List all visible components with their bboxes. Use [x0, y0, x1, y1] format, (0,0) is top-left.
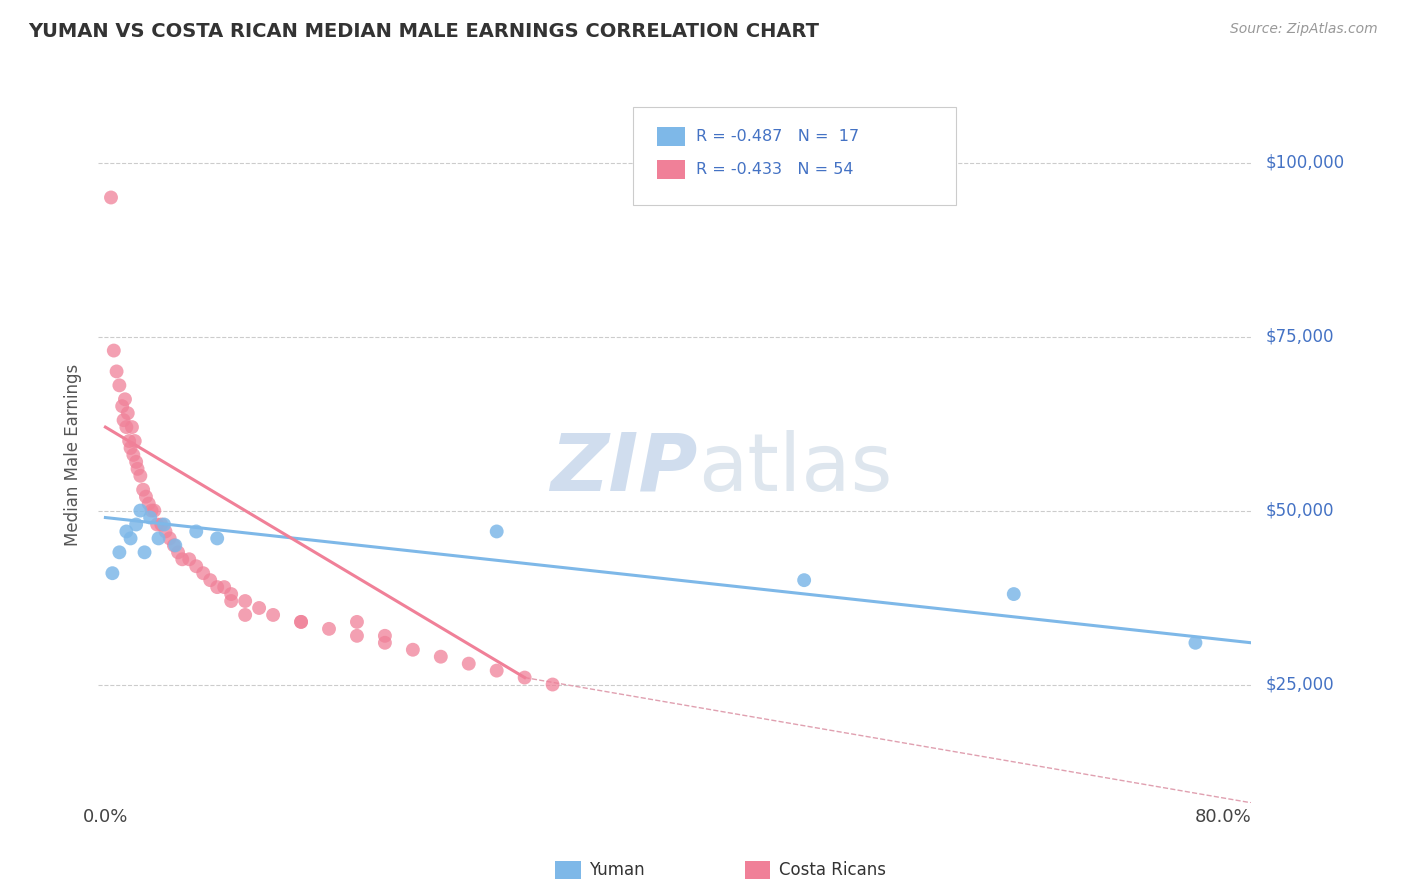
Point [153, 517, 176, 532]
Point [138, 497, 160, 511]
Point [179, 552, 201, 566]
Point [115, 524, 138, 539]
Point [111, 399, 134, 413]
Point [485, 524, 508, 539]
Point [205, 580, 228, 594]
Point [118, 434, 141, 448]
Point [346, 615, 368, 629]
Point [120, 441, 142, 455]
Text: R = -0.433   N = 54: R = -0.433 N = 54 [696, 162, 853, 177]
Point [233, 594, 256, 608]
Point [101, 566, 124, 581]
Point [141, 503, 163, 517]
Point [186, 559, 208, 574]
Text: $50,000: $50,000 [1265, 501, 1334, 519]
Text: atlas: atlas [697, 430, 893, 508]
Text: $100,000: $100,000 [1265, 153, 1344, 171]
Point [513, 671, 536, 685]
Point [105, 364, 128, 378]
Point [150, 517, 173, 532]
Point [541, 677, 564, 691]
Point [112, 413, 135, 427]
Point [374, 629, 396, 643]
Point [129, 503, 152, 517]
Text: R = -0.487   N =  17: R = -0.487 N = 17 [696, 129, 859, 144]
Point [167, 545, 190, 559]
Text: Costa Ricans: Costa Ricans [779, 861, 886, 879]
Point [148, 532, 170, 546]
Point [318, 622, 340, 636]
Point [146, 517, 169, 532]
Point [127, 462, 149, 476]
Point [132, 483, 155, 497]
Point [103, 343, 125, 358]
Point [200, 573, 222, 587]
Point [125, 517, 148, 532]
Point [125, 455, 148, 469]
Point [159, 532, 181, 546]
Point [143, 503, 166, 517]
Point [108, 545, 131, 559]
Point [121, 420, 143, 434]
Text: YUMAN VS COSTA RICAN MEDIAN MALE EARNINGS CORRELATION CHART: YUMAN VS COSTA RICAN MEDIAN MALE EARNING… [28, 22, 820, 41]
Text: Source: ZipAtlas.com: Source: ZipAtlas.com [1230, 22, 1378, 37]
Point [108, 378, 131, 392]
Point [135, 490, 157, 504]
Point [430, 649, 453, 664]
Point [247, 601, 270, 615]
Point [134, 545, 156, 559]
Point [117, 406, 139, 420]
Point [219, 594, 242, 608]
Point [290, 615, 312, 629]
Point [233, 607, 256, 622]
Point [122, 448, 145, 462]
Point [163, 538, 186, 552]
Point [1184, 636, 1206, 650]
Point [1002, 587, 1025, 601]
Point [485, 664, 508, 678]
Point [115, 420, 138, 434]
Text: Yuman: Yuman [589, 861, 645, 879]
Point [155, 524, 177, 539]
Point [793, 573, 815, 587]
Point [165, 538, 187, 552]
Point [457, 657, 479, 671]
Point [346, 629, 368, 643]
Text: $75,000: $75,000 [1265, 327, 1334, 345]
Point [193, 566, 215, 581]
Text: ZIP: ZIP [551, 430, 697, 508]
Point [129, 468, 152, 483]
Point [290, 615, 312, 629]
Point [124, 434, 146, 448]
Point [172, 552, 194, 566]
Point [186, 524, 208, 539]
Point [139, 510, 162, 524]
Point [219, 587, 242, 601]
Point [402, 642, 425, 657]
Y-axis label: Median Male Earnings: Median Male Earnings [65, 364, 83, 546]
Point [100, 190, 122, 204]
Point [114, 392, 136, 407]
Point [120, 532, 142, 546]
Point [212, 580, 235, 594]
Point [205, 532, 228, 546]
Point [262, 607, 284, 622]
Point [374, 636, 396, 650]
Text: $25,000: $25,000 [1265, 675, 1334, 693]
